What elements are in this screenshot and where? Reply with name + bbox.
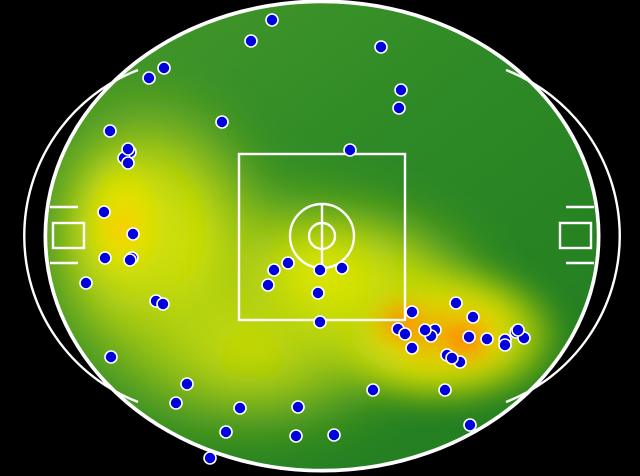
scatter-point[interactable]	[438, 383, 452, 397]
scatter-point[interactable]	[313, 263, 327, 277]
scatter-point-layer	[79, 13, 531, 465]
scatter-point[interactable]	[142, 71, 156, 85]
scatter-point[interactable]	[445, 351, 459, 365]
scatter-point[interactable]	[392, 101, 406, 115]
fifty-metre-arc-right	[505, 68, 621, 404]
scatter-point[interactable]	[233, 401, 247, 415]
scatter-point[interactable]	[327, 428, 341, 442]
scatter-point[interactable]	[405, 305, 419, 319]
scatter-point[interactable]	[219, 425, 233, 439]
oval-boundary-line	[44, 0, 600, 472]
scatter-point[interactable]	[123, 253, 137, 267]
goal-square-right	[558, 221, 593, 250]
scatter-point[interactable]	[157, 61, 171, 75]
scatter-point[interactable]	[343, 143, 357, 157]
scatter-point[interactable]	[311, 286, 325, 300]
scatter-point[interactable]	[79, 276, 93, 290]
scatter-point[interactable]	[463, 418, 477, 432]
scatter-point[interactable]	[313, 315, 327, 329]
scatter-point[interactable]	[289, 429, 303, 443]
scatter-point[interactable]	[511, 323, 525, 337]
scatter-point[interactable]	[126, 227, 140, 241]
scatter-point[interactable]	[203, 451, 217, 465]
scatter-point[interactable]	[265, 13, 279, 27]
scatter-point[interactable]	[394, 83, 408, 97]
scatter-point[interactable]	[121, 142, 135, 156]
scatter-point[interactable]	[97, 205, 111, 219]
scatter-point[interactable]	[418, 323, 432, 337]
scatter-point[interactable]	[156, 297, 170, 311]
scatter-point[interactable]	[366, 383, 380, 397]
fifty-metre-arc-left	[23, 68, 139, 404]
scatter-point[interactable]	[180, 377, 194, 391]
scatter-point[interactable]	[466, 310, 480, 324]
scatter-point[interactable]	[261, 278, 275, 292]
scatter-point[interactable]	[215, 115, 229, 129]
scatter-point[interactable]	[103, 124, 117, 138]
scatter-point[interactable]	[449, 296, 463, 310]
scatter-point[interactable]	[267, 263, 281, 277]
scatter-point[interactable]	[480, 332, 494, 346]
scatter-point[interactable]	[335, 261, 349, 275]
scatter-point[interactable]	[169, 396, 183, 410]
scatter-point[interactable]	[104, 350, 118, 364]
scatter-point[interactable]	[398, 327, 412, 341]
scatter-point[interactable]	[374, 40, 388, 54]
scatter-point[interactable]	[462, 330, 476, 344]
scatter-point[interactable]	[291, 400, 305, 414]
scatter-point[interactable]	[98, 251, 112, 265]
scatter-point[interactable]	[244, 34, 258, 48]
scatter-point[interactable]	[281, 256, 295, 270]
scatter-point[interactable]	[121, 156, 135, 170]
goal-square-left	[51, 221, 86, 250]
scatter-point[interactable]	[405, 341, 419, 355]
scatter-point[interactable]	[498, 338, 512, 352]
